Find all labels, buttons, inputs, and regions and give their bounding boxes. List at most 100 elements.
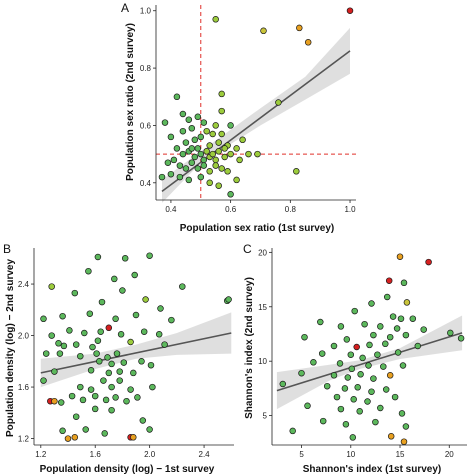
panel-b-data-point — [117, 331, 125, 338]
panel-b-data-point — [91, 405, 99, 413]
panel-c-data-point — [400, 279, 408, 287]
panel-c-data-point — [301, 333, 308, 341]
panel-b-data-point — [51, 397, 58, 405]
panel-b-data-point — [127, 386, 134, 393]
panel-a-data-point — [206, 168, 213, 175]
panel-b-data-point — [68, 392, 76, 400]
panel-b-data-point — [142, 296, 149, 303]
panel-b-data-point — [138, 358, 145, 365]
panel-b-data-point — [130, 369, 137, 377]
panel-a-data-point — [203, 148, 210, 155]
panel-a-x-tick-label: 1.0 — [344, 205, 356, 214]
panel-b-data-point — [119, 287, 126, 294]
panel-a-data-point — [227, 191, 234, 198]
panel-a-data-point — [227, 122, 234, 129]
panel-a-y-tick-label: 0.4 — [140, 179, 152, 188]
panel-b-data-point — [40, 315, 47, 323]
panel-c-data-point — [365, 362, 372, 369]
panel-c-data-point — [279, 380, 287, 388]
panel-a-data-point — [215, 182, 222, 189]
panel-a-data-point — [245, 150, 252, 158]
panel-b-data-point — [97, 328, 104, 335]
panel-a-data-point — [221, 153, 228, 161]
panel-b-data-point — [108, 360, 115, 368]
panel-c-data-point — [409, 315, 417, 322]
panel-a-data-point — [221, 145, 228, 152]
panel-c-data-point — [414, 342, 422, 350]
panel-a-data-point — [167, 170, 175, 178]
panel-a-data-point — [167, 133, 175, 141]
panel-b-data-point — [102, 396, 110, 404]
panel-b-data-point — [71, 289, 79, 297]
panel-a-data-point — [239, 136, 246, 144]
panel-c-data-point — [370, 375, 377, 382]
panel-a-x-tick-label: 0.6 — [225, 205, 237, 214]
panel-a-data-point — [173, 145, 181, 152]
panel-b-data-point — [139, 417, 147, 424]
panel-c-axes: 5 10 15 20 5 10 15 20 — [258, 248, 467, 459]
panel-b-data-point — [93, 350, 100, 357]
panel-c-y-tick-label: 15 — [258, 303, 267, 312]
panel-a-data-point — [182, 139, 190, 146]
panel-a-data-point — [179, 150, 187, 158]
panel-b-data-point — [225, 296, 232, 303]
panel-a-data-point — [197, 133, 205, 141]
panel-c-data-point — [374, 351, 381, 358]
panel-a-data-point — [218, 165, 225, 172]
panel-c-letter: C — [243, 242, 252, 256]
panel-c-y-axis-title: Shannon's index (2nd survey) — [244, 277, 255, 419]
panel-c-x-tick-label: 5 — [299, 450, 304, 459]
panel-b-confidence-band — [40, 312, 232, 388]
panel-c-y-tick-label: 5 — [263, 412, 268, 421]
panel-a-letter: A — [121, 1, 129, 15]
panel-a-data-point — [191, 136, 199, 144]
panel-c-x-tick-label: 15 — [396, 450, 405, 459]
panel-b-data-point — [77, 352, 84, 360]
panel-a-data-point — [185, 176, 193, 184]
panel-a-y-axis-title: Population sex ratio (2nd survey) — [125, 23, 136, 181]
panel-b-data-point — [116, 377, 123, 384]
panel-c-data-point — [336, 360, 344, 367]
panel-a-data-point — [188, 145, 196, 152]
panel-a-data-point — [197, 150, 205, 158]
panel-b-data-point — [82, 426, 89, 433]
panel-a-data-point — [304, 39, 312, 46]
panel-b-data-point — [71, 434, 79, 441]
panel-a-data-point — [188, 159, 196, 166]
panel-c-data-point — [298, 369, 305, 377]
panel-a-data-point — [200, 156, 208, 164]
panel-a-data-point — [218, 90, 225, 98]
panel-c-data-point — [377, 404, 384, 412]
panel-b-data-point — [113, 350, 121, 357]
panel-a-data-point — [236, 156, 243, 164]
panel-b-confidence-band-layer — [40, 312, 232, 388]
panel-c-data-point — [330, 372, 338, 379]
panel-b-data-point — [108, 383, 115, 391]
panel-a-data-point — [206, 142, 213, 149]
panel-a-data-point — [224, 168, 231, 175]
panel-b-data-point — [57, 399, 65, 406]
panel-b-data-point — [94, 337, 102, 344]
panel-a-data-point — [209, 130, 216, 138]
panel-c-data-point — [402, 423, 410, 430]
panel-b-regression-line — [40, 332, 232, 374]
panel-c-data-point — [457, 335, 465, 342]
panel-c-data-point — [356, 408, 363, 415]
panel-a-data-point — [161, 119, 169, 126]
panel-b-data-point — [87, 386, 95, 393]
panel-c-data-point — [398, 410, 406, 417]
panel-b-data-point — [94, 253, 102, 261]
panel-a-regression-line — [161, 50, 351, 193]
panel-b-data-point — [111, 275, 118, 283]
panel-a-data-point — [200, 162, 208, 169]
panel-a-data-point — [188, 125, 196, 132]
panel-b-regression-layer — [40, 332, 232, 374]
panel-c-x-tick-label: 20 — [445, 450, 454, 459]
panel-c-data-point — [341, 385, 349, 392]
panel-a-data-point — [194, 113, 202, 121]
panel-c-data-point — [354, 384, 361, 391]
panel-a-data-point — [209, 150, 216, 158]
panel-b-data-point — [157, 305, 164, 312]
panel-b-y-tick-label: 1.2 — [18, 435, 30, 444]
